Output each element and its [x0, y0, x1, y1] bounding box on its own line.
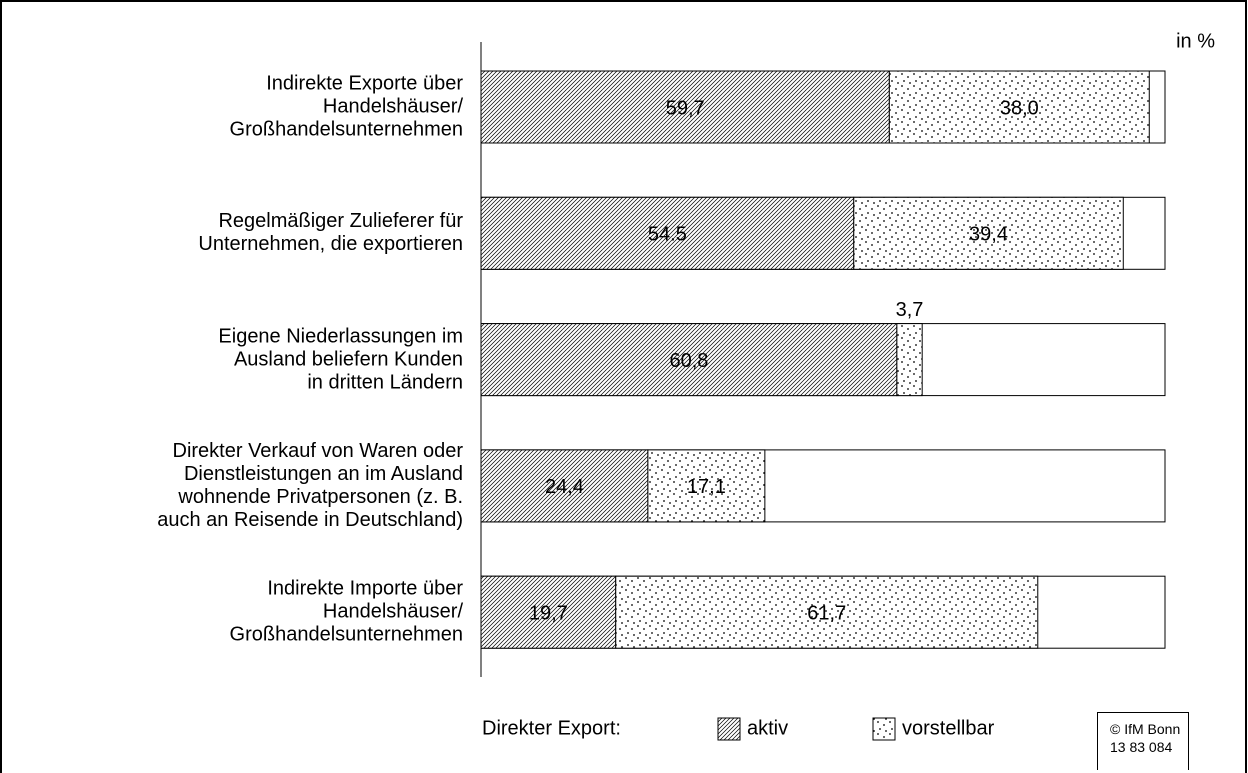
- value-label: 39,4: [969, 224, 1008, 246]
- value-label: 19,7: [529, 602, 568, 624]
- legend-label: vorstellbar: [902, 717, 995, 739]
- legend-title: Direkter Export:: [482, 717, 621, 739]
- value-label: 24,4: [545, 476, 584, 498]
- x-axis-label: in %: [1176, 30, 1215, 52]
- value-label: 61,7: [807, 602, 846, 624]
- category-label: Indirekte Exporte über Handelshäuser/ Gr…: [229, 72, 463, 141]
- category-label: Eigene Niederlassungen im Ausland belief…: [218, 325, 463, 394]
- bar-segment: [480, 70, 890, 144]
- bar-segment: [647, 449, 766, 523]
- category-label: Direkter Verkauf von Waren oder Dienstle…: [157, 439, 463, 531]
- bar-segment: [480, 575, 617, 649]
- bar-segment: [896, 323, 923, 397]
- category-label: Indirekte Importe über Handelshäuser/ Gr…: [229, 577, 463, 646]
- legend-swatch: [872, 717, 896, 741]
- source-box: © IfM Bonn 13 83 084: [1097, 712, 1189, 770]
- value-label: 54.5: [648, 224, 687, 246]
- bar-segment: [480, 449, 649, 523]
- category-label: Regelmäßiger Zulieferer für Unternehmen,…: [198, 210, 463, 256]
- value-label: 38,0: [1000, 97, 1039, 119]
- value-label: 60,8: [669, 350, 708, 372]
- bar-segment: [615, 575, 1039, 649]
- legend-swatch: [717, 717, 741, 741]
- value-label: 59,7: [666, 97, 705, 119]
- value-label: 17,1: [687, 476, 726, 498]
- bar-segment: [888, 70, 1150, 144]
- bar-segment: [853, 196, 1124, 270]
- legend-label: aktiv: [747, 717, 788, 739]
- value-label: 3,7: [896, 299, 924, 321]
- bar-segment: [480, 323, 898, 397]
